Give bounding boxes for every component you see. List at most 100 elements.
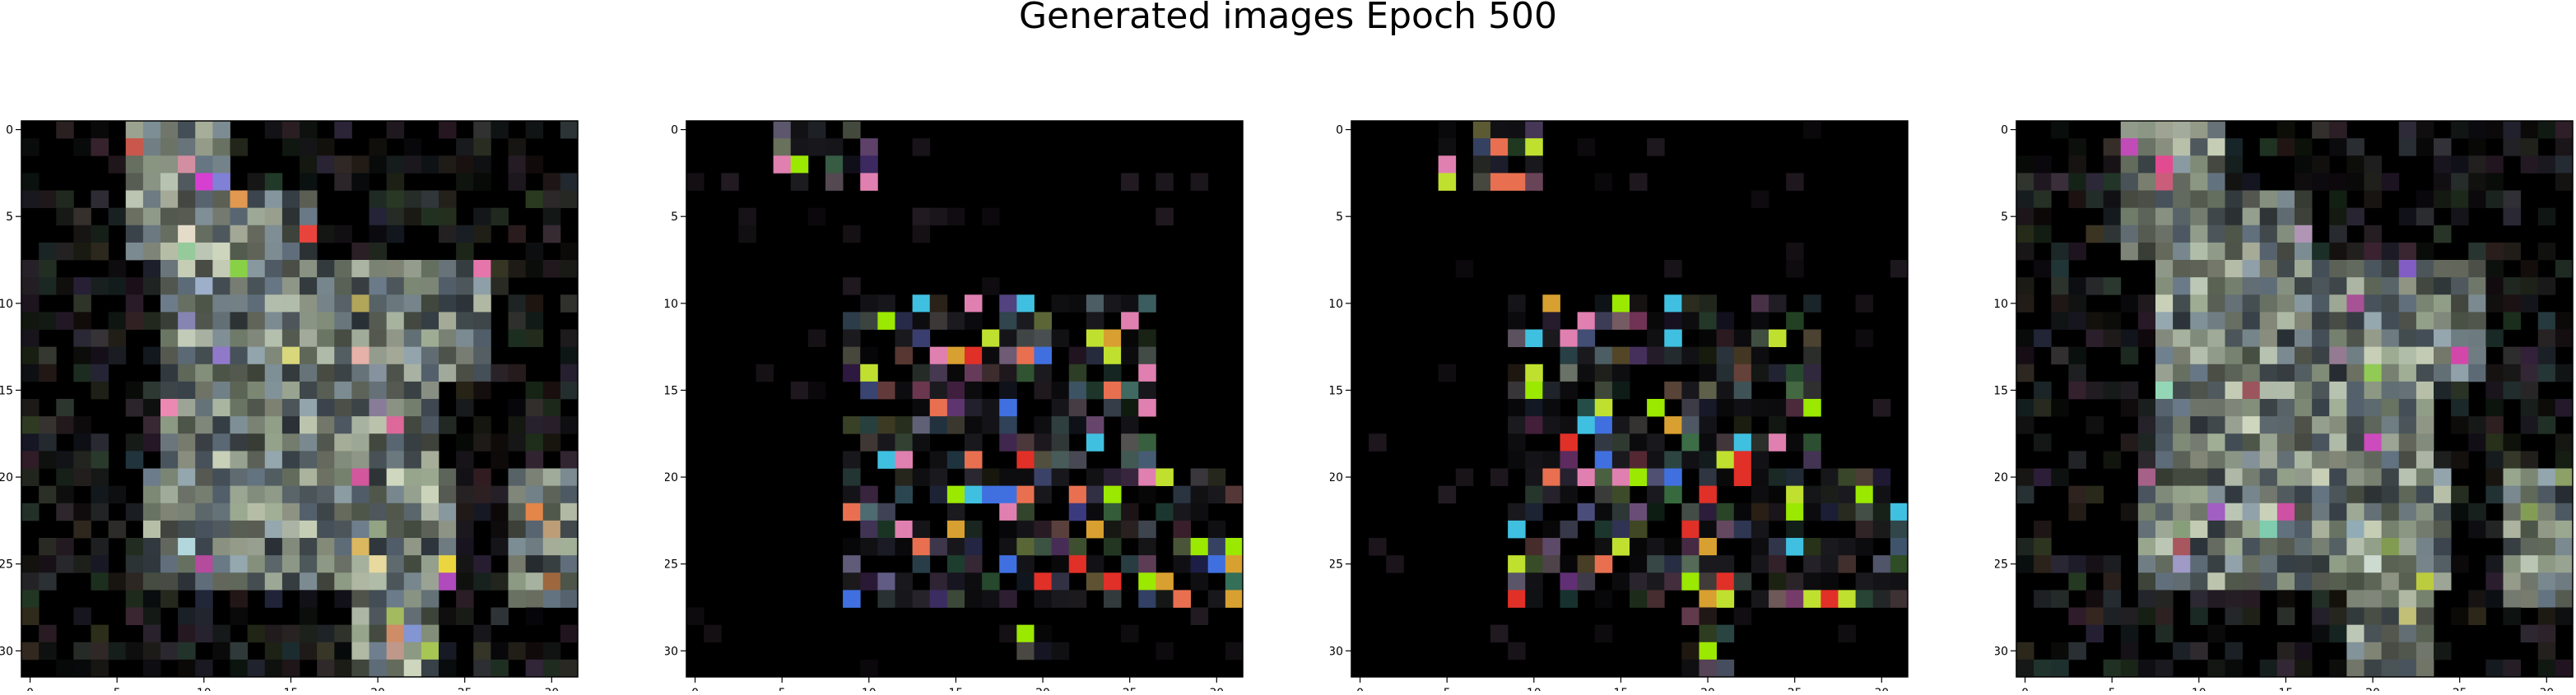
x-tick-label: 30 [1209, 687, 1224, 691]
pixel-cell [860, 503, 878, 521]
pixel-cell [300, 138, 318, 156]
pixel-cell [1508, 433, 1526, 452]
pixel-cell [56, 555, 74, 573]
pixel-cell [2537, 607, 2556, 626]
pixel-cell [1051, 590, 1070, 608]
pixel-cell [2434, 225, 2452, 243]
pixel-cell [2485, 381, 2504, 400]
pixel-cell [2259, 260, 2278, 278]
pixel-cell [125, 538, 144, 556]
pixel-cell [2034, 190, 2052, 209]
pixel-cell [2225, 485, 2244, 504]
pixel-cell [895, 346, 914, 365]
pixel-cell [2398, 555, 2417, 573]
pixel-cell [542, 416, 561, 434]
pixel-cell [1542, 381, 1560, 400]
pixel-cell [2329, 329, 2347, 348]
pixel-cell [21, 555, 40, 573]
pixel-cell [999, 399, 1017, 417]
pixel-cell [73, 364, 91, 382]
pixel-cell [281, 312, 300, 330]
pixel-cell [2225, 364, 2244, 382]
pixel-cell [2155, 468, 2174, 487]
pixel-cell [125, 590, 144, 608]
pixel-cell [369, 260, 388, 278]
pixel-cell [439, 294, 457, 313]
pixel-cell [525, 607, 544, 626]
pixel-cell [2346, 572, 2364, 591]
pixel-cell [2434, 155, 2452, 174]
pixel-cell [2520, 364, 2539, 382]
pixel-cell [508, 138, 527, 156]
pixel-cell [2155, 190, 2174, 209]
pixel-cell [2381, 364, 2400, 382]
x-tick-label: 10 [197, 687, 212, 691]
pixel-cell [2503, 538, 2522, 556]
pixel-cell [2364, 312, 2383, 330]
pixel-cell [230, 225, 249, 243]
pixel-cell [1630, 416, 1648, 434]
pixel-cell [230, 364, 249, 382]
pixel-cell [195, 381, 213, 400]
pixel-cell [473, 572, 491, 591]
pixel-cell [1630, 433, 1648, 452]
pixel-cell [247, 381, 266, 400]
pixel-cell [300, 173, 318, 191]
pixel-cell [264, 207, 283, 226]
x-tick-label: 25 [458, 687, 472, 691]
pixel-cell [2276, 485, 2295, 504]
pixel-cell [2312, 503, 2330, 521]
pixel-cell [21, 277, 40, 295]
pixel-cell [386, 277, 405, 295]
pixel-cell [386, 346, 405, 365]
pixel-cell [91, 277, 109, 295]
pixel-cell [999, 433, 1017, 452]
pixel-cell [843, 225, 861, 243]
pixel-cell [2537, 346, 2556, 365]
pixel-cell [142, 433, 161, 452]
y-tick-label: 15 [1330, 384, 1343, 397]
pixel-cell [560, 538, 579, 556]
pixel-cell [351, 364, 370, 382]
pixel-cell [1699, 451, 1718, 469]
pixel-cell [195, 624, 213, 643]
pixel-cell [142, 173, 161, 191]
pixel-cell [2364, 260, 2383, 278]
pixel-cell [912, 138, 931, 156]
pixel-cell [525, 260, 544, 278]
pixel-cell [560, 468, 579, 487]
pixel-cell [2068, 503, 2086, 521]
pixel-cell [195, 590, 213, 608]
pixel-cell [2398, 277, 2417, 295]
pixel-cell [473, 433, 491, 452]
pixel-cell [2173, 364, 2191, 382]
pixel-cell [2329, 485, 2347, 504]
pixel-cell [230, 399, 249, 417]
pixel-cell [1121, 520, 1139, 539]
pixel-cell [403, 190, 422, 209]
pixel-cell [403, 138, 422, 156]
pixel-cell [1751, 364, 1769, 382]
pixel-cell [1560, 485, 1579, 504]
pixel-cell [351, 485, 370, 504]
pixel-cell [1751, 294, 1769, 313]
pixel-cell [39, 433, 57, 452]
pixel-cell [2398, 329, 2417, 348]
pixel-cell [2485, 468, 2504, 487]
pixel-cell [1855, 485, 1874, 504]
pixel-cell [2416, 503, 2434, 521]
pixel-cell [1786, 381, 1804, 400]
pixel-cell [2485, 277, 2504, 295]
pixel-cell [351, 329, 370, 348]
pixel-cell [160, 138, 179, 156]
pixel-cell [1611, 312, 1630, 330]
pixel-cell [999, 364, 1017, 382]
axes-frame [1351, 120, 1909, 678]
pixel-cell [281, 572, 300, 591]
pixel-cell [1051, 381, 1070, 400]
pixel-cell [2295, 173, 2313, 191]
pixel-cell [1594, 468, 1613, 487]
axes-frame [686, 120, 1244, 678]
pixel-cell [247, 538, 266, 556]
pixel-cell [807, 329, 826, 348]
